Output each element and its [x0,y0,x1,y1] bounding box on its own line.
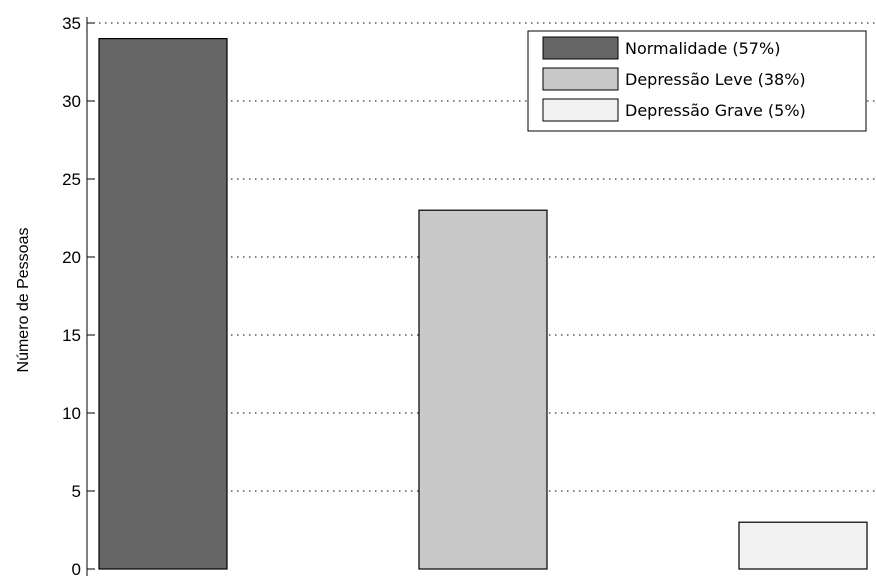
y-tick-label: 5 [72,482,81,501]
legend-label: Normalidade (57%) [625,39,780,58]
bar [418,209,548,570]
y-tick-label: 15 [62,326,81,345]
y-axis-ticks: 0 5 10 15 20 25 30 35 [62,14,95,576]
bar [738,521,868,570]
y-tick-label: 30 [62,92,81,111]
bars [98,37,868,570]
bar [98,37,228,570]
legend-label: Depressão Grave (5%) [625,101,806,120]
y-tick-label: 10 [62,404,81,423]
legend-label: Depressão Leve (38%) [625,70,806,89]
y-axis-title: Número de Pessoas [15,228,32,373]
legend-swatch [542,98,619,122]
y-tick-label: 0 [72,560,81,576]
y-tick-label: 25 [62,170,81,189]
y-tick-label: 20 [62,248,81,267]
legend-swatch [542,36,619,60]
y-tick-label: 35 [62,14,81,33]
legend: Normalidade (57%) Depressão Leve (38%) Dep… [527,30,867,132]
legend-swatch [542,67,619,91]
